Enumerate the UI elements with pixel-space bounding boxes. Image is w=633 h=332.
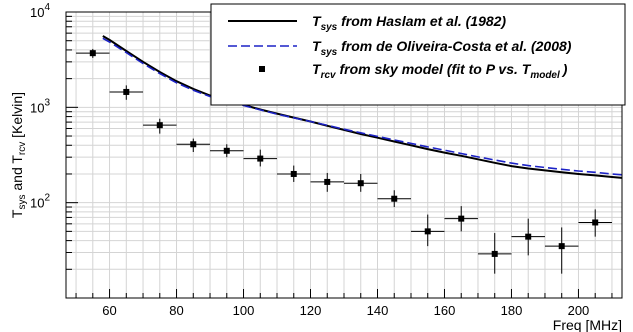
rcv-data-point — [525, 233, 532, 240]
rcv-data-point — [458, 215, 465, 222]
legend-oliveira-rest: from de Oliveira-Costa et al. (2008) — [337, 38, 572, 54]
legend-rcv-t: T — [312, 61, 322, 77]
legend-rcv-end: ) — [561, 61, 568, 77]
legend: Tsys from Haslam et al. (1982) Tsys from… — [210, 3, 626, 106]
y-label-mid: and T — [9, 155, 25, 195]
x-tick-label: 100 — [233, 303, 255, 318]
legend-haslam-t: T — [312, 13, 322, 29]
y-tick-exponent: 2 — [44, 193, 50, 204]
x-tick-label: 160 — [434, 303, 456, 318]
y-label-units: [Kelvin] — [9, 92, 25, 142]
haslam-tsys-line — [102, 35, 623, 179]
y-tick-exponent: 3 — [44, 97, 50, 108]
rcv-data-point — [391, 195, 398, 202]
legend-rcv-rest: from sky model (fit to P vs. T — [336, 61, 532, 77]
y-tick-label: 103 — [30, 97, 50, 115]
legend-oliveira-label: Tsys from de Oliveira-Costa et al. (2008… — [312, 38, 572, 58]
x-tick-label: 200 — [568, 303, 590, 318]
x-axis-label: Freq [MHz] — [553, 317, 622, 332]
rcv-data-point — [223, 147, 230, 154]
rcv-data-point — [257, 155, 264, 162]
y-tick-label: 104 — [30, 2, 50, 20]
y-label-t-a: T — [9, 209, 25, 218]
rcv-data-point — [324, 178, 331, 185]
series-layer — [76, 35, 623, 274]
y-tick-base: 10 — [30, 5, 44, 20]
rcv-data-point — [89, 50, 96, 57]
legend-oliveira-sub: sys — [321, 47, 338, 58]
y-label-sub-sys: sys — [17, 195, 28, 210]
legend-rcv-sub-model: model — [530, 70, 560, 81]
y-tick-base: 10 — [30, 196, 44, 211]
y-tick-base: 10 — [30, 100, 44, 115]
x-tick-label: 120 — [300, 303, 322, 318]
rcv-data-point — [357, 180, 364, 187]
oliveira-tsys-line — [102, 37, 623, 176]
rcv-data-point — [290, 170, 297, 177]
legend-rcv-marker — [259, 66, 265, 72]
rcv-data-point — [156, 122, 163, 129]
legend-haslam-label: Tsys from Haslam et al. (1982) — [312, 13, 506, 33]
y-tick-exponent: 4 — [44, 2, 50, 13]
legend-rcv-label: Trcv from sky model (fit to P vs. Tmodel… — [312, 61, 568, 81]
rcv-data-point — [424, 228, 431, 235]
y-label-sub-rcv: rcv — [17, 142, 28, 155]
legend-haslam-rest: from Haslam et al. (1982) — [337, 13, 506, 29]
rcv-data-point — [491, 250, 498, 257]
legend-haslam-sub: sys — [321, 22, 338, 33]
x-tick-label: 80 — [169, 303, 183, 318]
x-tick-label: 180 — [501, 303, 523, 318]
legend-rcv-sub: rcv — [321, 70, 337, 81]
y-tick-label: 102 — [30, 193, 50, 211]
y-axis-label: Tsys and Trcv [Kelvin] — [9, 92, 28, 218]
rcv-data-point — [123, 88, 130, 95]
x-tick-label: 60 — [102, 303, 116, 318]
rcv-data-point — [190, 141, 197, 148]
legend-oliveira-t: T — [312, 38, 322, 54]
rcv-data-point — [558, 243, 565, 250]
rcv-data-point — [592, 219, 599, 226]
x-tick-label: 140 — [367, 303, 389, 318]
